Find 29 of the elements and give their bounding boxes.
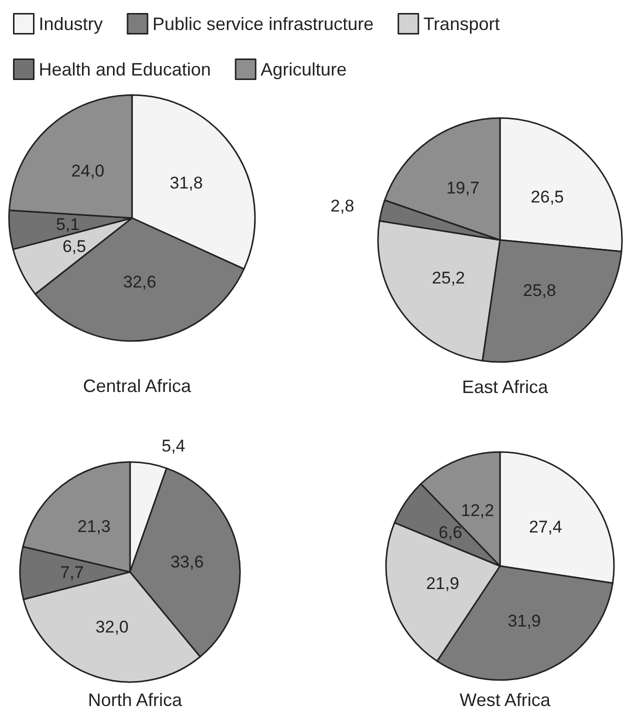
text: North Africa bbox=[88, 690, 183, 710]
data-label: 21,3 bbox=[77, 517, 111, 536]
data-label: 2,8 bbox=[330, 196, 354, 216]
legend-label: Public service infrastructure bbox=[152, 14, 374, 34]
data-label: 6,6 bbox=[438, 522, 462, 542]
data-label: 32,0 bbox=[96, 618, 129, 637]
text: East Africa bbox=[462, 377, 549, 397]
data-label: 6,5 bbox=[62, 237, 86, 256]
legend-label: Industry bbox=[38, 14, 103, 34]
data-label: 26,5 bbox=[530, 187, 564, 206]
data-label: 25,2 bbox=[432, 268, 466, 288]
legend-label: Agriculture bbox=[260, 59, 347, 80]
text: Central Africa bbox=[82, 376, 192, 396]
data-label: 7,7 bbox=[60, 563, 84, 582]
text: West Africa bbox=[460, 690, 552, 710]
data-label: 32,6 bbox=[123, 272, 156, 292]
data-label: 27,4 bbox=[528, 517, 562, 536]
data-label: 5,1 bbox=[56, 214, 80, 234]
data-label: 33,6 bbox=[170, 552, 204, 572]
data-label: 31,8 bbox=[170, 174, 203, 193]
data-label: 25,8 bbox=[522, 280, 556, 300]
data-label: 12,2 bbox=[461, 500, 494, 520]
data-label: 21,9 bbox=[426, 574, 460, 594]
data-label: 19,7 bbox=[446, 178, 480, 198]
legend-label: Transport bbox=[423, 14, 500, 34]
data-label: 31,9 bbox=[508, 611, 541, 630]
legend-label: Health and Education bbox=[38, 59, 211, 80]
data-label: 24,0 bbox=[71, 161, 104, 180]
data-label: 5,4 bbox=[162, 436, 186, 456]
